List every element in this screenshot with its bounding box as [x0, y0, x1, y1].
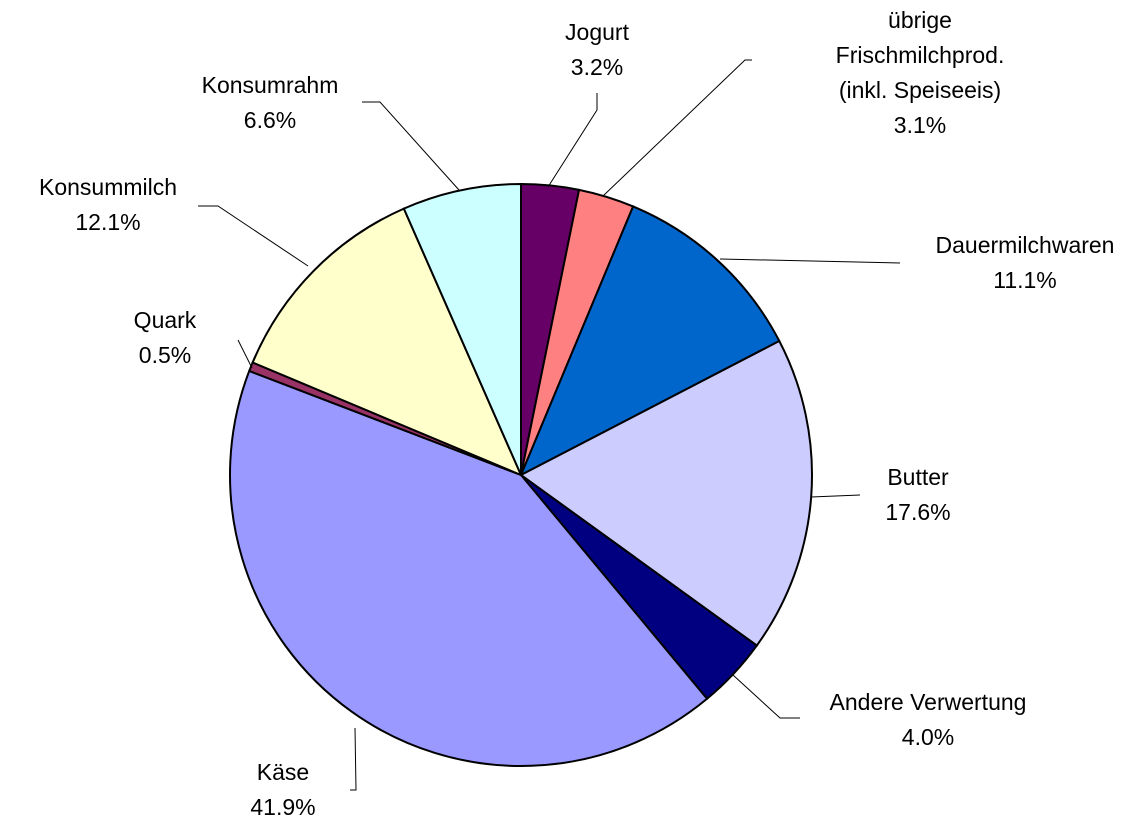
pie-slice: [519, 339, 813, 647]
leader-line: [350, 727, 357, 791]
slice-label: Jogurt 3.2%: [565, 15, 629, 85]
category-label: Quark: [133, 307, 197, 333]
leader-line: [810, 494, 861, 498]
value-label: 3.1%: [893, 112, 947, 138]
value-label: 17.6%: [885, 499, 951, 525]
pie-slice: [251, 207, 523, 477]
category-label: Konsummilch: [38, 174, 178, 200]
category-label: Konsumrahm: [201, 72, 339, 98]
slice-label: Butter 17.6%: [885, 460, 950, 530]
pie-slice: [519, 205, 781, 478]
slice-label: Dauermilchwaren 11.1%: [936, 228, 1115, 298]
pie-slice: [229, 369, 709, 767]
leader-line: [602, 59, 752, 197]
slice-label: Andere Verwertung 4.0%: [830, 685, 1027, 755]
leader-line: [198, 205, 309, 267]
slice-label: übrige Frischmilchprod. (inkl. Speiseeis…: [808, 3, 1032, 143]
value-label: 4.0%: [901, 724, 955, 750]
category-label: Andere Verwertung: [829, 689, 1027, 715]
leader-line: [237, 339, 253, 369]
value-label: 12.1%: [75, 209, 141, 235]
slice-label: Konsumrahm 6.6%: [202, 68, 339, 138]
category-label: Jogurt: [565, 19, 629, 45]
category-label: übrige Frischmilchprod. (inkl. Speiseeis…: [835, 7, 1005, 103]
category-label: Dauermilchwaren: [935, 232, 1115, 258]
value-label: 11.1%: [993, 267, 1057, 293]
value-label: 0.5%: [138, 342, 192, 368]
value-label: 3.2%: [570, 54, 624, 80]
category-label: Butter: [887, 464, 949, 490]
value-label: 6.6%: [243, 107, 297, 133]
slice-label: Quark 0.5%: [134, 303, 197, 373]
category-label: Käse: [256, 759, 310, 785]
leader-line: [547, 93, 598, 188]
slice-label: Konsummilch 12.1%: [39, 170, 177, 240]
leader-line: [732, 674, 800, 719]
pie-slice: [402, 182, 522, 476]
leader-line: [362, 101, 460, 191]
value-label: 41.9%: [250, 794, 316, 820]
leader-line: [719, 258, 901, 264]
slice-label: Käse 41.9%: [250, 755, 315, 823]
